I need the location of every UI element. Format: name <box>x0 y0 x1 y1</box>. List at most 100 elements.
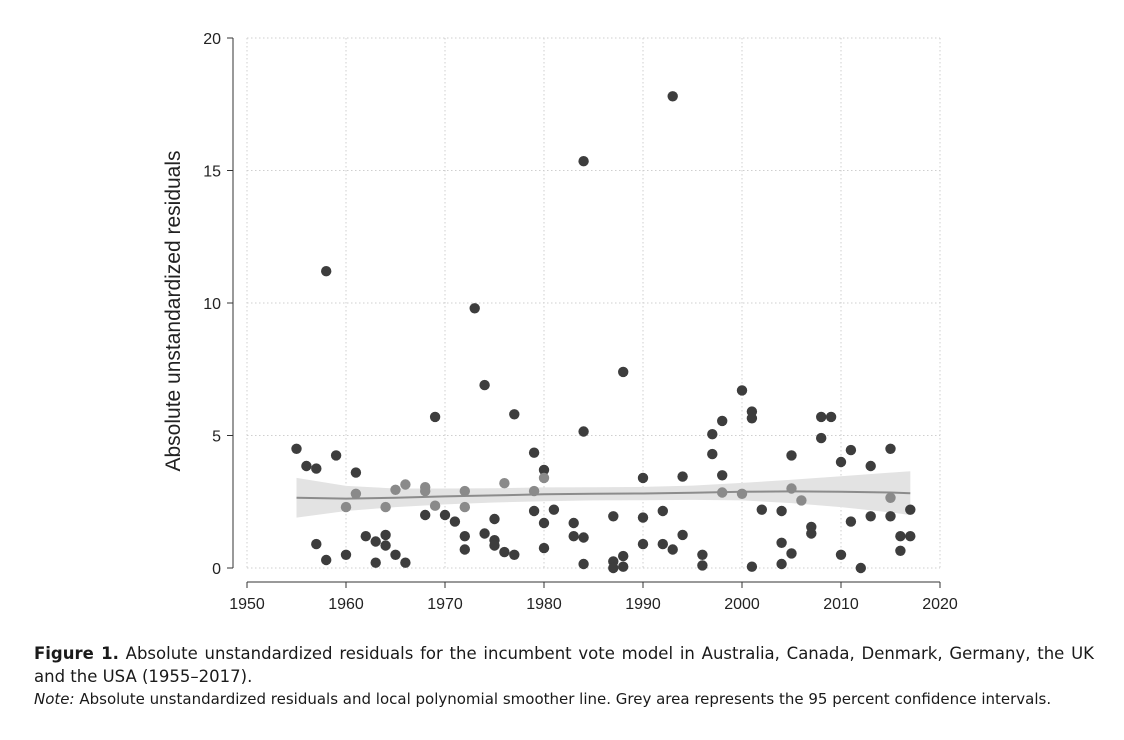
x-tick-label: 1950 <box>229 596 265 613</box>
data-point <box>429 500 441 511</box>
data-point <box>786 450 797 461</box>
data-point <box>321 554 332 566</box>
data-point <box>667 91 678 102</box>
data-point <box>459 531 470 542</box>
data-point <box>885 492 896 503</box>
data-point <box>479 528 490 539</box>
data-point <box>835 549 847 560</box>
x-tick-label: 2000 <box>724 596 760 613</box>
data-point <box>538 464 550 476</box>
data-point <box>697 549 708 560</box>
data-point <box>578 532 589 543</box>
caption-note: Note: Absolute unstandardized residuals … <box>34 688 1094 710</box>
data-point <box>340 501 352 513</box>
data-point <box>301 460 312 472</box>
data-point <box>905 531 916 542</box>
data-point <box>420 509 431 521</box>
data-point <box>657 538 668 550</box>
data-point <box>796 495 807 506</box>
y-tick-label: 5 <box>212 429 221 446</box>
data-point <box>677 529 688 541</box>
data-point <box>360 531 371 542</box>
data-point <box>667 544 678 555</box>
data-point <box>499 478 510 489</box>
data-point <box>380 540 391 551</box>
data-point <box>776 558 787 570</box>
data-point <box>330 450 342 461</box>
data-point <box>637 538 649 550</box>
y-tick-label: 20 <box>203 31 221 48</box>
x-tick-label: 2010 <box>823 596 859 613</box>
data-point <box>380 529 391 541</box>
data-point <box>459 501 470 513</box>
data-point <box>786 483 797 494</box>
data-point <box>756 504 767 515</box>
data-point <box>350 467 362 478</box>
data-point <box>895 545 906 556</box>
caption-text: Absolute unstandardized residuals for th… <box>34 644 1094 686</box>
data-point <box>677 471 688 482</box>
data-point <box>400 557 411 568</box>
data-point <box>637 512 649 523</box>
data-point <box>717 487 728 498</box>
data-point <box>578 426 589 437</box>
data-point <box>370 536 381 547</box>
data-point <box>736 488 748 499</box>
caption-main: Figure 1. Absolute unstandardized residu… <box>34 642 1094 688</box>
data-point <box>855 562 866 574</box>
scatter-chart-figure: 0 5 10 15 20 1950 1960 1970 1980 1990 2000 2010 2020… <box>162 31 958 613</box>
figure-caption: Figure 1. Absolute unstandardized residu… <box>34 642 1094 710</box>
y-tick-label: 15 <box>203 164 221 181</box>
data-point <box>578 156 589 167</box>
data-point <box>489 513 500 525</box>
data-point <box>311 463 322 474</box>
data-point <box>835 456 847 468</box>
caption-label: Figure 1. <box>34 644 119 663</box>
data-point <box>499 546 510 558</box>
data-point <box>707 448 718 460</box>
data-point <box>390 549 401 560</box>
data-point <box>885 443 896 454</box>
data-point <box>538 472 550 484</box>
data-point <box>479 379 490 391</box>
data-point <box>538 517 550 529</box>
data-point <box>736 385 748 396</box>
x-tick-label: 2020 <box>922 596 958 613</box>
data-point <box>449 516 461 527</box>
data-point <box>746 561 758 572</box>
note-text: Absolute unstandardized residuals and lo… <box>79 690 1052 708</box>
data-point <box>618 561 629 572</box>
data-point <box>717 470 728 481</box>
data-point <box>776 537 787 548</box>
data-point <box>509 409 520 420</box>
data-point <box>865 511 876 522</box>
data-point <box>528 485 540 497</box>
data-point <box>806 528 817 539</box>
data-point <box>657 505 668 517</box>
data-point <box>568 531 579 542</box>
data-point <box>746 413 758 424</box>
data-point <box>429 411 441 423</box>
data-point <box>816 411 827 423</box>
data-point <box>697 560 708 571</box>
data-point <box>400 479 411 490</box>
data-point <box>528 447 540 458</box>
data-point <box>390 484 401 495</box>
data-point <box>370 557 381 568</box>
data-point <box>717 415 728 427</box>
data-point <box>538 542 550 554</box>
data-point <box>578 558 589 570</box>
data-point <box>528 505 540 517</box>
data-point <box>469 303 480 314</box>
note-label: Note: <box>34 690 75 708</box>
data-point <box>845 444 857 456</box>
data-point <box>816 432 827 444</box>
x-tick-label: 1980 <box>526 596 562 613</box>
data-point <box>885 511 896 522</box>
data-point <box>548 504 560 515</box>
x-tick-label: 1960 <box>328 596 364 613</box>
data-point <box>380 501 391 513</box>
data-point <box>618 550 629 562</box>
data-point <box>637 472 649 484</box>
data-point <box>786 548 797 559</box>
